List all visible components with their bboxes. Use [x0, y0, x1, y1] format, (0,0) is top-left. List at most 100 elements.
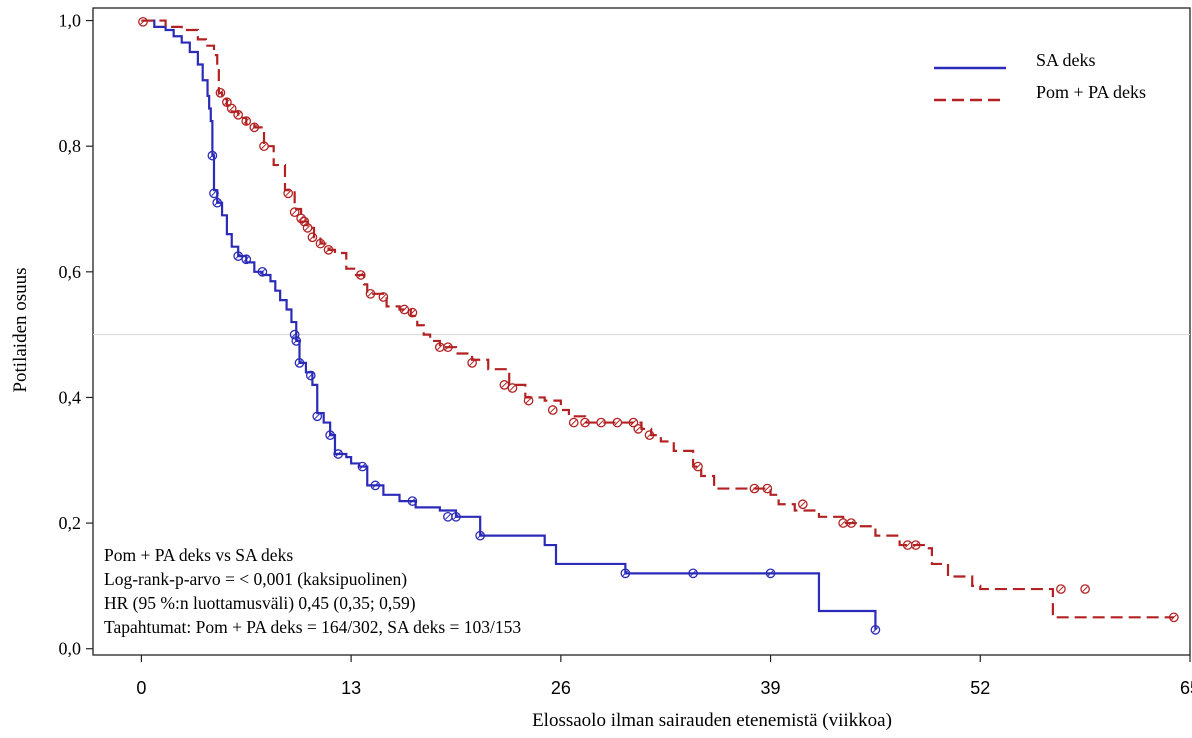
- censor-tick: [751, 485, 758, 492]
- censor-tick: [372, 482, 379, 489]
- censor-mark: [138, 16, 148, 27]
- censor-mark: [596, 417, 607, 428]
- censor-mark: [693, 461, 703, 472]
- censor-tick: [509, 385, 516, 391]
- censor-tick: [453, 514, 459, 520]
- censor-tick: [217, 90, 224, 96]
- censor-tick: [251, 124, 258, 131]
- censor-mark: [212, 197, 223, 208]
- x-tick-label: 39: [761, 678, 781, 698]
- censor-mark: [307, 232, 318, 243]
- censor-mark: [370, 480, 381, 491]
- x-tick-label: 52: [970, 678, 990, 698]
- censor-tick: [550, 407, 556, 413]
- survival-curve: [141, 19, 1174, 619]
- censor-tick: [214, 199, 220, 206]
- stats-annotation: Pom + PA deks vs SA deks Log-rank-p-arvo …: [104, 545, 521, 637]
- x-axis-label: Elossaolo ilman sairauden etenemistä (vi…: [532, 710, 892, 731]
- censor-tick: [209, 152, 216, 159]
- censor-mark: [241, 116, 252, 126]
- censor-mark: [797, 499, 808, 510]
- censor-mark: [1080, 584, 1090, 594]
- censor-tick: [501, 382, 508, 388]
- censor-mark: [628, 417, 639, 428]
- y-tick-label: 0,4: [59, 387, 82, 407]
- censor-tick: [261, 143, 267, 149]
- legend: SA deks Pom + PA deks: [934, 50, 1146, 102]
- censor-mark: [407, 496, 418, 506]
- censor-mark: [215, 87, 226, 98]
- censor-tick: [800, 501, 806, 507]
- censor-mark: [644, 430, 655, 440]
- censor-mark: [547, 405, 558, 415]
- censor-tick: [314, 413, 320, 420]
- censor-mark: [688, 568, 698, 579]
- censor-mark: [620, 568, 631, 579]
- censor-mark: [749, 483, 760, 494]
- y-tick-label: 0,8: [59, 136, 82, 156]
- censor-tick: [630, 419, 637, 426]
- legend-label: SA deks: [1036, 50, 1096, 70]
- censor-mark: [315, 238, 326, 249]
- censor-mark: [1056, 584, 1066, 594]
- censor-tick: [325, 247, 332, 253]
- censor-mark: [257, 266, 268, 277]
- censor-mark: [451, 511, 461, 522]
- censor-mark: [222, 97, 232, 108]
- censor-tick: [259, 269, 266, 275]
- annotation-line: Log-rank-p-arvo = < 0,001 (kaksipuolinen…: [104, 569, 407, 589]
- censor-tick: [904, 542, 911, 548]
- censor-tick: [848, 520, 854, 526]
- censor-tick: [635, 426, 642, 432]
- x-tick-label: 13: [341, 678, 361, 698]
- censor-tick: [525, 397, 532, 404]
- censor-tick: [367, 291, 374, 297]
- censor-mark: [612, 417, 623, 428]
- censor-mark: [523, 395, 534, 406]
- censor-mark: [305, 370, 316, 381]
- annotation-line: Tapahtumat: Pom + PA deks = 164/302, SA …: [104, 617, 521, 637]
- censor-tick: [228, 105, 235, 112]
- censor-mark: [475, 530, 486, 541]
- censor-mark: [333, 449, 344, 459]
- censor-mark: [259, 141, 269, 152]
- censor-mark: [507, 383, 518, 393]
- censor-mark: [241, 254, 252, 265]
- censor-tick: [243, 118, 250, 124]
- series-layer: [138, 16, 1179, 635]
- y-tick-label: 0,2: [59, 513, 82, 533]
- y-tick-label: 0,0: [59, 639, 82, 659]
- censor-tick: [767, 570, 774, 577]
- censor-mark: [249, 122, 260, 133]
- censor-mark: [762, 483, 773, 494]
- censor-tick: [140, 19, 146, 25]
- censor-tick: [409, 498, 416, 504]
- censor-tick: [317, 240, 324, 247]
- censor-mark: [365, 288, 376, 299]
- censor-tick: [1058, 586, 1064, 592]
- censor-mark: [283, 188, 294, 199]
- censor-mark: [467, 358, 477, 368]
- censor-tick: [211, 190, 217, 197]
- censor-tick: [598, 419, 604, 426]
- censor-mark: [355, 270, 366, 280]
- censor-mark: [399, 304, 410, 315]
- censor-tick: [235, 253, 241, 259]
- censor-tick: [445, 344, 451, 350]
- censor-tick: [335, 451, 341, 457]
- censor-tick: [912, 542, 919, 548]
- censor-mark: [499, 380, 510, 390]
- censor-tick: [224, 99, 230, 105]
- censor-tick: [614, 419, 621, 426]
- censor-tick: [690, 570, 696, 577]
- censor-tick: [437, 344, 443, 350]
- censor-tick: [358, 272, 364, 278]
- censor-tick: [840, 520, 846, 526]
- censor-tick: [380, 294, 387, 300]
- censor-mark: [846, 518, 857, 528]
- censor-mark: [870, 625, 881, 635]
- censor-mark: [633, 424, 644, 434]
- x-tick-label: 0: [136, 678, 146, 698]
- plot-area: [92, 7, 1191, 656]
